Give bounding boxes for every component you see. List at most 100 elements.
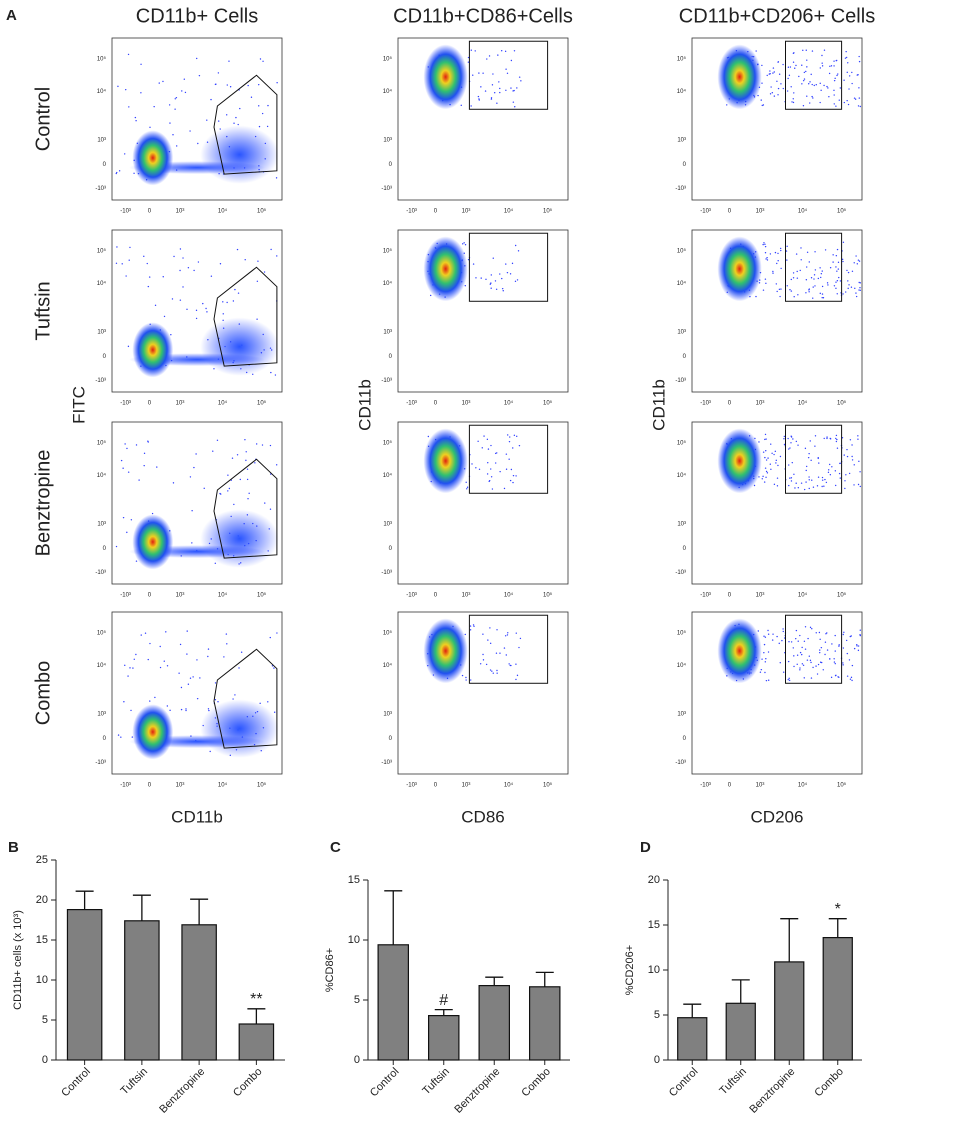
event-dot [795,637,797,640]
event-dot [496,672,498,674]
event-dot [482,653,484,656]
event-dot [811,83,813,86]
x-tick-label: 0 [148,593,152,599]
y-tick-label: 0 [389,354,393,360]
y-tick-label: 10⁵ [383,630,393,637]
event-dot [846,71,848,74]
x-tick-label: 10⁴ [504,208,514,215]
event-dot [833,94,835,96]
x-tick-label: 0 [728,783,732,789]
x-tick-label: 10³ [462,209,471,215]
event-dot [499,87,501,90]
event-dot [172,134,174,136]
event-dot [823,485,825,487]
x-tick-label: 10⁵ [257,592,267,599]
significance-mark: ** [250,991,262,1008]
event-dot [858,55,860,58]
gate [468,424,549,494]
event-dot [490,287,492,289]
event-dot [147,285,150,288]
event-dot [769,93,772,95]
event-dot [267,104,269,107]
x-tick-label: 10³ [462,401,471,407]
event-dot [506,72,509,74]
event-dot [159,645,161,648]
flow-plot: 10⁵ 10⁴ 10³ 0 -10³ -10³ 0 10³ 10⁴ 10⁵ [381,229,569,407]
y-tick-label: 10³ [97,330,106,336]
event-dot [845,56,848,59]
event-dot [850,676,853,679]
bar [181,924,217,1061]
bar [725,1002,756,1061]
event-dot [214,682,217,684]
event-dot [769,70,771,72]
event-dot [508,458,510,460]
y-axis-title: CD11b [649,379,668,431]
event-dot [793,655,795,657]
event-dot [786,259,788,261]
event-dot [763,652,765,654]
event-dot [470,679,472,681]
y-tick-label: 10⁵ [97,630,107,637]
event-dot [510,468,513,471]
event-dot [772,272,774,274]
event-dot [818,631,821,634]
event-dot [236,248,239,251]
bar [528,986,561,1061]
plot-frame [397,229,569,393]
event-dot [814,445,816,447]
event-dot [262,60,264,63]
event-dot [763,643,766,646]
event-dot [766,259,769,261]
panel-label: A [6,7,17,24]
bar [66,908,103,1061]
event-dot [179,269,181,272]
event-dot [844,480,846,482]
event-dot [851,444,853,446]
event-dot [857,435,859,437]
event-dot [261,112,264,115]
event-dot [802,79,805,82]
event-dot [482,72,484,74]
event-dot [838,645,840,647]
y-tick-label: 10³ [383,712,392,718]
x-tick-label: 10⁴ [504,592,514,599]
event-dot [837,261,840,264]
event-dot [789,66,792,68]
event-dot [800,259,802,261]
event-dot [815,665,817,667]
event-dot [821,476,824,479]
y-tick-label: 0 [42,1054,48,1066]
event-dot [516,674,519,677]
event-dot [138,479,140,481]
event-dot [809,102,811,104]
density-cloud [200,509,279,568]
event-dot [227,490,229,492]
event-dot [256,280,259,282]
gate [468,232,549,302]
event-dot [782,87,784,90]
event-dot [214,698,217,701]
event-dot [851,459,854,461]
event-dot [490,476,493,478]
event-dot [835,434,838,437]
event-dot [487,462,489,464]
event-dot [821,285,824,288]
event-dot [174,98,176,100]
event-dot [804,447,807,450]
event-dot [788,484,790,487]
event-dot [235,116,237,119]
x-tick-label: 10⁴ [504,782,514,789]
event-dot [833,60,835,62]
event-dot [765,470,768,473]
y-tick-label: 0 [683,546,687,552]
event-dot [790,477,793,479]
event-dot [484,90,487,92]
x-tick-label: -10³ [700,593,711,599]
event-dot [782,63,784,66]
event-dot [158,82,160,84]
x-tick-label: 10³ [756,401,765,407]
event-dot [140,92,142,94]
event-dot [179,643,182,646]
event-dot [489,642,492,645]
